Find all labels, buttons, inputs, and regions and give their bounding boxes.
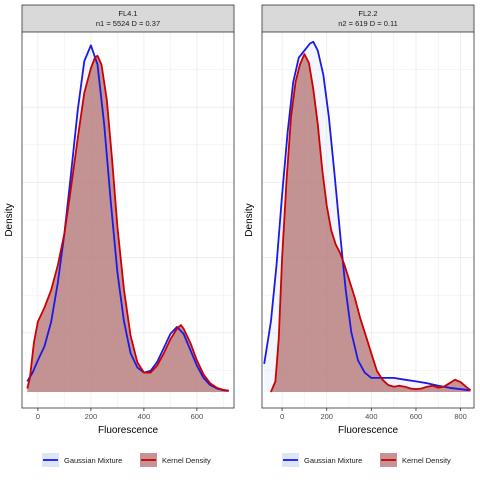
- panel-strip-title: FL2.2: [358, 9, 377, 18]
- x-axis-label: Fluorescence: [338, 425, 398, 436]
- series-line-kernel-density: [26, 54, 229, 392]
- legend: Gaussian Mixture Kernel Density: [282, 453, 451, 467]
- plot-border: [21, 31, 235, 409]
- series-line-kernel-density: [270, 53, 472, 393]
- legend-label: Gaussian Mixture: [64, 456, 122, 465]
- x-tick-label: 800: [454, 412, 467, 421]
- series-area-kernel-density: [270, 54, 471, 392]
- legend: Gaussian Mixture Kernel Density: [42, 453, 211, 467]
- x-tick-label: 200: [85, 412, 98, 421]
- series-line-gaussian-mixture: [263, 40, 470, 392]
- x-tick-label: 0: [36, 412, 40, 421]
- x-tick-label: 400: [365, 412, 378, 421]
- x-tick-label: 400: [138, 412, 151, 421]
- x-tick-label: 600: [191, 412, 204, 421]
- y-axis-label: Density: [244, 203, 255, 236]
- legend-label: Gaussian Mixture: [304, 456, 362, 465]
- panel-strip-title: FL4.1: [118, 9, 137, 18]
- panel-2: FL2.2n2 = 619 D = 0.11 0 200 400 600 800 Fluor…: [244, 4, 475, 467]
- panel-1: FL4.1n1 = 5524 D = 0.37 0 200 400 600 Fluores…: [4, 4, 235, 467]
- series-line-gaussian-mixture: [26, 44, 229, 392]
- y-axis-label: Density: [4, 203, 15, 236]
- x-tick-label: 0: [280, 412, 284, 421]
- panel-strip: [261, 4, 475, 33]
- legend-label: Kernel Density: [402, 456, 451, 465]
- panel-strip: [21, 4, 235, 33]
- x-tick-label: 600: [410, 412, 423, 421]
- x-axis-label: Fluorescence: [98, 425, 158, 436]
- plot-border: [261, 31, 475, 409]
- x-tick-label: 200: [320, 412, 333, 421]
- legend-label: Kernel Density: [162, 456, 211, 465]
- panel-strip-subtitle: n1 = 5524 D = 0.37: [96, 19, 160, 28]
- panel-strip-subtitle: n2 = 619 D = 0.11: [338, 19, 398, 28]
